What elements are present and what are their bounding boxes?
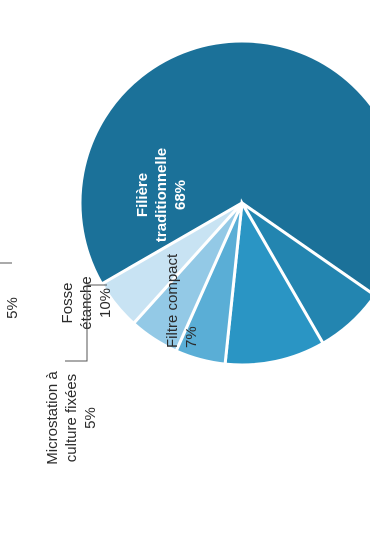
pie-slice-0: [78, 39, 370, 298]
slice-label-3: Microstation à culture fixées 5%: [44, 371, 99, 465]
pie-slices: [78, 39, 370, 367]
slice-value-0: 68%: [172, 180, 189, 210]
slice-name-line-2-0: Fosse: [59, 283, 76, 324]
slice-name-line-1-0: Filtre compact: [164, 253, 181, 348]
slice-value-2: 10%: [97, 288, 114, 318]
slice-value-3: 5%: [82, 407, 99, 429]
slice-name-line-0-0: Filière: [134, 173, 151, 217]
slice-value-4: 5%: [4, 297, 21, 319]
slice-name-line-3-1: culture fixées: [63, 374, 80, 462]
slice-name-line-3-0: Microstation à: [44, 371, 61, 465]
pie-slice-2: [223, 198, 326, 367]
slice-label-4: Microstation àcultures libres5%: [0, 261, 21, 355]
slice-label-0: Filière traditionnelle 68%: [134, 148, 189, 242]
leader-line-4: [0, 262, 12, 283]
slice-name-line-4-1: cultures libres: [0, 262, 2, 355]
pie-slice-5: [99, 201, 244, 326]
leader-line-3: [65, 284, 107, 362]
pie-labels: Filière traditionnelle 68% Filtre compact 7%…: [0, 148, 200, 465]
slice-value-1: 7%: [183, 326, 200, 348]
slice-label-1: Filtre compact 7%: [164, 253, 200, 348]
slice-name-line-0-1: traditionnelle: [153, 148, 170, 242]
